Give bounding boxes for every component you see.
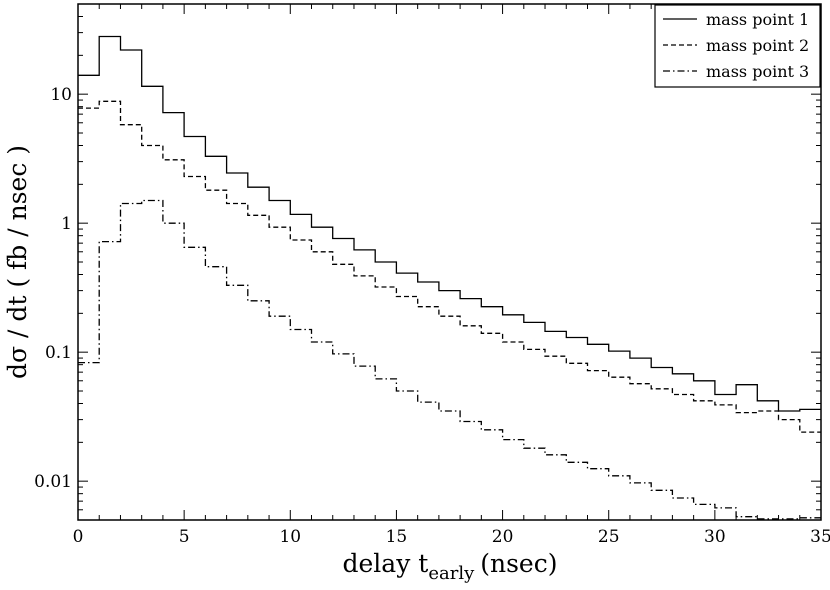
legend: mass point 1 mass point 2 mass point 3 (654, 4, 821, 88)
y-tick-label: 1 (61, 214, 72, 234)
x-tick-label: 35 (810, 527, 830, 547)
y-tick-label: 0.1 (45, 343, 72, 363)
x-axis-label-subscript: early (428, 563, 475, 584)
series-line-mass-point-1 (78, 35, 821, 412)
x-axis-label-unit: (nsec) (480, 549, 557, 578)
series-group (78, 35, 821, 520)
x-tick-label: 20 (492, 527, 514, 547)
legend-label: mass point 2 (706, 36, 809, 55)
series-line-mass-point-3 (78, 199, 821, 520)
x-axis-label-main: delay t (343, 549, 429, 578)
x-tick-label: 0 (73, 527, 84, 547)
y-tick-label: 10 (50, 85, 72, 105)
y-axis-label: dσ / dt ( fb / nsec ) (3, 145, 32, 379)
legend-label: mass point 1 (706, 10, 809, 29)
series-line-mass-point-2 (78, 100, 821, 433)
axis-ticks: 0 5 10 15 20 25 30 35 0.01 0.1 1 10 (34, 3, 830, 547)
legend-label: mass point 3 (706, 62, 809, 81)
y-tick-label: 0.01 (34, 472, 72, 492)
x-tick-label: 15 (386, 527, 408, 547)
x-tick-label: 10 (279, 527, 301, 547)
x-tick-label: 5 (179, 527, 190, 547)
x-tick-label: 30 (704, 527, 726, 547)
x-tick-label: 25 (598, 527, 620, 547)
x-axis-label: delay tearly (nsec) (343, 549, 558, 584)
